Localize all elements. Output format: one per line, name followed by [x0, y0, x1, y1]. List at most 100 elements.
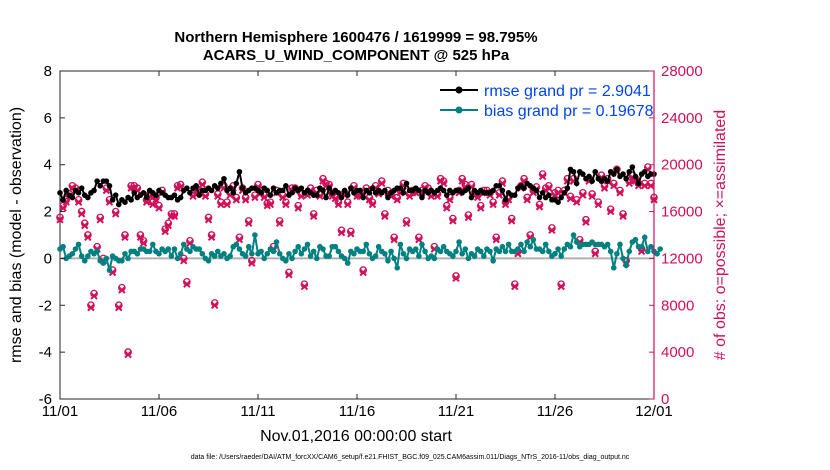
obs-assimilated-point — [90, 292, 98, 300]
obs-assimilated-point — [275, 219, 284, 227]
rmse-point — [357, 187, 363, 194]
bias-point — [558, 253, 564, 259]
obs-assimilated-point — [415, 235, 423, 244]
rmse-point — [366, 190, 373, 196]
bias-point — [607, 248, 614, 255]
obs-assimilated-point — [214, 192, 222, 201]
bias-point — [456, 239, 462, 245]
obs-assimilated-point — [96, 216, 104, 224]
obs-assimilated-point — [347, 230, 355, 238]
obs-assimilated-point — [368, 200, 377, 209]
bias-point — [270, 248, 277, 255]
obs-assimilated-point — [164, 221, 172, 230]
bias-point — [199, 250, 206, 257]
obs-assimilated-point — [439, 179, 448, 188]
bias-point — [168, 253, 175, 259]
obs-assimilated-point — [619, 212, 627, 220]
obs-assimilated-point — [393, 196, 401, 204]
bias-series — [57, 231, 663, 273]
obs-assimilated-point — [579, 191, 587, 199]
rmse-point — [533, 187, 540, 194]
obs-assimilated-point — [139, 239, 148, 247]
x-axis: 11/01 11/06 11/11 11/16 11/21 11/26 12/01 — [42, 71, 673, 420]
bias-point — [620, 255, 626, 262]
obs-assimilated-point — [115, 303, 123, 312]
rmse-point — [60, 197, 66, 203]
x-tick-label: 11/21 — [438, 403, 474, 420]
bias-point — [496, 248, 503, 255]
rmse-point — [283, 183, 289, 189]
bias-point — [530, 236, 537, 243]
bias-point — [242, 253, 249, 259]
rmse-point — [78, 185, 85, 191]
rmse-point — [140, 190, 147, 196]
y-right-tick-label: 4000 — [661, 344, 694, 361]
rmse-point — [128, 197, 134, 203]
rmse-point — [440, 187, 447, 194]
bias-point — [81, 257, 88, 264]
obs-assimilated-point — [545, 184, 553, 192]
bias-point — [552, 250, 558, 257]
bias-point — [502, 248, 509, 255]
rmse-point — [490, 187, 496, 194]
bias-point — [437, 248, 444, 255]
obs-assimilated-point — [266, 200, 275, 209]
obs-assimilated-point — [223, 200, 231, 209]
obs-assimilated-point — [344, 200, 352, 209]
bias-point — [298, 250, 305, 257]
rmse-point — [573, 180, 580, 187]
rmse-point — [313, 192, 320, 198]
bias-point — [561, 246, 568, 252]
obs-assimilated-point — [511, 282, 519, 291]
rmse-point — [233, 180, 240, 187]
bias-point — [422, 248, 428, 255]
bias-point — [301, 246, 308, 252]
bias-point — [196, 246, 203, 252]
obs-assimilated-point — [285, 271, 293, 279]
obs-assimilated-point — [566, 194, 575, 203]
rmse-point — [570, 168, 577, 175]
obs-assimilated-point — [251, 193, 259, 202]
rmse-point — [614, 166, 620, 173]
legend-bias-marker — [455, 106, 463, 114]
obs-assimilated-point — [279, 193, 287, 202]
rmse-point — [536, 194, 543, 201]
obs-assimilated-point — [473, 193, 482, 202]
rmse-point — [341, 187, 348, 194]
obs-assimilated-point — [446, 196, 454, 204]
rmse-point — [604, 178, 611, 184]
bias-point — [214, 248, 221, 255]
bias-point — [180, 241, 187, 248]
bias-point — [258, 248, 264, 255]
bias-point — [125, 255, 131, 262]
rmse-point — [555, 199, 561, 205]
bias-point — [648, 243, 654, 250]
y-left-tick-label: 2 — [44, 204, 52, 221]
bias-point — [521, 248, 527, 255]
obs-assimilated-point — [260, 193, 268, 202]
obs-assimilated-point — [294, 204, 302, 212]
bias-point — [499, 243, 506, 250]
bias-point — [72, 246, 79, 252]
bias-point — [465, 255, 472, 262]
bias-point — [515, 246, 521, 252]
bias-point — [645, 248, 651, 255]
obs-assimilated-point — [523, 196, 531, 204]
obs-assimilated-point — [334, 200, 343, 209]
obs-assimilated-point — [235, 235, 244, 244]
obs-assimilated-point — [572, 198, 581, 206]
bias-point — [527, 243, 534, 250]
obs-assimilated-point — [365, 196, 374, 204]
bias-point — [60, 243, 66, 250]
y-left-tick-label: 6 — [44, 110, 52, 127]
rmse-point — [193, 183, 199, 189]
rmse-point — [465, 185, 472, 191]
obs-assimilated-point — [554, 189, 562, 197]
bias-point — [245, 243, 252, 250]
bias-point — [412, 246, 419, 252]
y-left-tick-label: -6 — [39, 391, 52, 408]
bias-point — [289, 255, 295, 262]
rmse-point — [208, 187, 215, 194]
obs-assimilated-point — [331, 194, 340, 203]
bias-point — [555, 246, 561, 252]
